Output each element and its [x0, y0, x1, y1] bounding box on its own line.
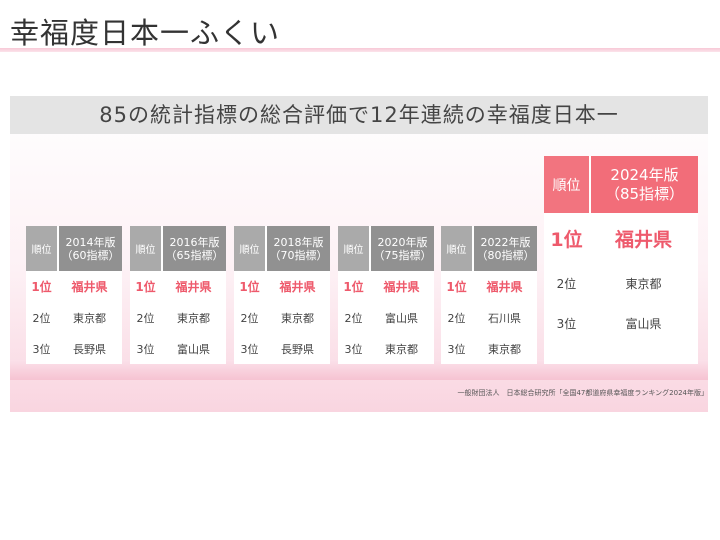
prefecture-name: 長野県 [281, 342, 314, 356]
ranking-card-2016: 順位 2016年版 （65指標） 1位 福井県 2位 東京都 3位 富山県 [130, 226, 226, 364]
slide-title: 幸福度日本一ふくい [10, 16, 281, 50]
rank-row: 1位 福井県 [26, 271, 122, 302]
rank-label: 3位 [447, 342, 466, 356]
edition-header: 2014年版 （60指標） [59, 226, 122, 271]
rank-row: 3位 東京都 [338, 333, 434, 364]
rank-row: 3位 東京都 [441, 333, 537, 364]
prefecture-name: 東京都 [73, 311, 106, 325]
rank-label: 3位 [344, 342, 363, 356]
rank-label: 2位 [240, 311, 259, 325]
prefecture-name: 東京都 [177, 311, 210, 325]
prefecture-name: 福井県 [486, 280, 523, 294]
indicator-count: （65指標） [165, 248, 224, 262]
rank-label: 1位 [135, 280, 156, 294]
rank-row: 2位 富山県 [338, 302, 434, 333]
rank-row: 1位 福井県 [338, 271, 434, 302]
rank-row: 2位 東京都 [234, 302, 330, 333]
prefecture-name: 福井県 [279, 280, 316, 294]
title-rule [0, 48, 720, 52]
prefecture-name: 福井県 [383, 280, 420, 294]
indicator-count: （60指標） [61, 248, 120, 262]
edition-header: 2020年版 （75指標） [371, 226, 434, 271]
prefecture-name: 石川県 [488, 311, 521, 325]
rank-label: 3位 [136, 342, 155, 356]
edition-header: 2018年版 （70指標） [267, 226, 330, 271]
rank-label: 3位 [556, 316, 577, 331]
edition-year: 2014年版 [65, 235, 116, 249]
edition-header: 2022年版 （80指標） [474, 226, 537, 271]
prefecture-name: 東京都 [281, 311, 314, 325]
rank-row: 2位 東京都 [544, 263, 698, 303]
rank-label: 2位 [447, 311, 466, 325]
prefecture-name: 長野県 [73, 342, 106, 356]
ranking-card-2014: 順位 2014年版 （60指標） 1位 福井県 2位 東京都 3位 長野県 [26, 226, 122, 364]
edition-year: 2016年版 [169, 235, 220, 249]
indicator-count: （85指標） [604, 184, 685, 203]
prefecture-name: 富山県 [385, 311, 418, 325]
ranking-card-2022: 順位 2022年版 （80指標） 1位 福井県 2位 石川県 3位 東京都 [441, 226, 537, 364]
rank-row: 2位 石川県 [441, 302, 537, 333]
ranking-card-2024: 順位 2024年版 （85指標） 1位 福井県 2位 東京都 3位 富山県 [544, 156, 698, 364]
ranking-panel: 85の統計指標の総合評価で12年連続の幸福度日本一 順位 2014年版 （60指… [10, 96, 708, 412]
rank-row: 3位 富山県 [544, 303, 698, 343]
rank-label: 2位 [344, 311, 363, 325]
rank-row: 1位 福井県 [234, 271, 330, 302]
rank-label: 2位 [136, 311, 155, 325]
prefecture-name: 富山県 [625, 316, 662, 331]
rank-row: 2位 東京都 [130, 302, 226, 333]
edition-header: 2016年版 （65指標） [163, 226, 226, 271]
rank-header: 順位 [234, 226, 265, 271]
prefecture-name: 東京都 [488, 342, 521, 356]
edition-year: 2022年版 [480, 235, 531, 249]
rank-label: 2位 [32, 311, 51, 325]
indicator-count: （80指標） [476, 248, 535, 262]
rank-header: 順位 [26, 226, 57, 271]
rank-row: 3位 長野県 [234, 333, 330, 364]
rank-row: 3位 長野県 [26, 333, 122, 364]
rank-header: 順位 [441, 226, 472, 271]
prefecture-name: 東京都 [625, 276, 662, 291]
rank-header: 順位 [544, 156, 589, 213]
prefecture-name: 富山県 [177, 342, 210, 356]
rank-row: 1位 福井県 [544, 213, 698, 263]
rank-label: 3位 [240, 342, 259, 356]
ranking-card-2018: 順位 2018年版 （70指標） 1位 福井県 2位 東京都 3位 長野県 [234, 226, 330, 364]
prefecture-name: 福井県 [175, 280, 212, 294]
prefecture-name: 福井県 [614, 228, 672, 251]
rank-header: 順位 [338, 226, 369, 271]
banner-heading: 85の統計指標の総合評価で12年連続の幸福度日本一 [10, 96, 708, 134]
indicator-count: （75指標） [373, 248, 432, 262]
edition-year: 2024年版 [610, 165, 679, 184]
rank-label: 1位 [31, 280, 52, 294]
prefecture-name: 福井県 [71, 280, 108, 294]
rank-label: 2位 [556, 276, 577, 291]
rank-header: 順位 [130, 226, 161, 271]
rank-label: 3位 [32, 342, 51, 356]
prefecture-name: 東京都 [385, 342, 418, 356]
rank-label: 1位 [343, 280, 364, 294]
pink-band [10, 360, 708, 380]
rank-row: 3位 富山県 [130, 333, 226, 364]
rank-label: 1位 [446, 280, 467, 294]
rank-label: 1位 [550, 228, 583, 251]
ranking-card-2020: 順位 2020年版 （75指標） 1位 福井県 2位 富山県 3位 東京都 [338, 226, 434, 364]
edition-header: 2024年版 （85指標） [591, 156, 698, 213]
source-citation: 一般財団法人 日本総合研究所「全国47都道府県幸福度ランキング2024年版」 [457, 389, 708, 397]
rank-row: 2位 東京都 [26, 302, 122, 333]
rank-row: 1位 福井県 [441, 271, 537, 302]
edition-year: 2018年版 [273, 235, 324, 249]
edition-year: 2020年版 [377, 235, 428, 249]
rank-label: 1位 [239, 280, 260, 294]
rank-row: 1位 福井県 [130, 271, 226, 302]
indicator-count: （70指標） [269, 248, 328, 262]
